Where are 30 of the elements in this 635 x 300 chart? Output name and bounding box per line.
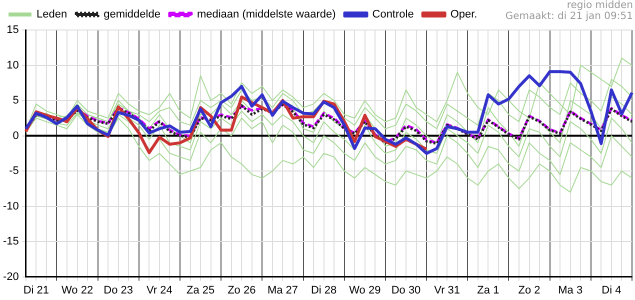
x-tick-label: Za 25	[186, 284, 215, 296]
x-tick-label: Do 23	[104, 284, 134, 296]
y-tick-label: -5	[9, 165, 19, 178]
x-tick-label: Do 30	[391, 284, 421, 296]
x-tick-label: Di 21	[23, 284, 50, 296]
y-tick-label: 10	[6, 59, 19, 72]
text: regio midden	[566, 0, 633, 11]
x-tick-label: Zo 2	[518, 284, 540, 296]
legend-label: gemiddelde	[104, 8, 160, 21]
x-tick-label: Ma 27	[267, 284, 298, 296]
x-tick-label: Zo 26	[228, 284, 256, 296]
legend-label: Controle	[372, 8, 414, 21]
x-tick-label: Di 4	[602, 284, 622, 296]
y-tick-label: -20	[2, 270, 19, 283]
y-tick-label: -15	[2, 236, 19, 248]
x-tick-label: Wo 29	[349, 284, 381, 296]
x-tick-label: Di 28	[310, 284, 337, 296]
y-tick-label: 15	[6, 24, 19, 36]
x-tick-label: Wo 22	[61, 284, 94, 296]
y-tick-label: 5	[12, 94, 19, 107]
x-tick-label: Za 1	[477, 284, 500, 296]
legend-label: Leden	[36, 8, 68, 21]
y-tick-label: -10	[2, 200, 19, 212]
y-tick-label: 0	[12, 130, 19, 142]
legend-label: Oper.	[450, 8, 478, 21]
legend-label: mediaan (middelste waarde)	[196, 8, 336, 21]
text: Gemaakt: di 21 jan 09:51	[505, 11, 633, 22]
x-tick-label: Ma 3	[558, 284, 583, 296]
x-tick-label: Vr 31	[434, 284, 460, 296]
x-tick-label: Vr 24	[146, 284, 172, 296]
